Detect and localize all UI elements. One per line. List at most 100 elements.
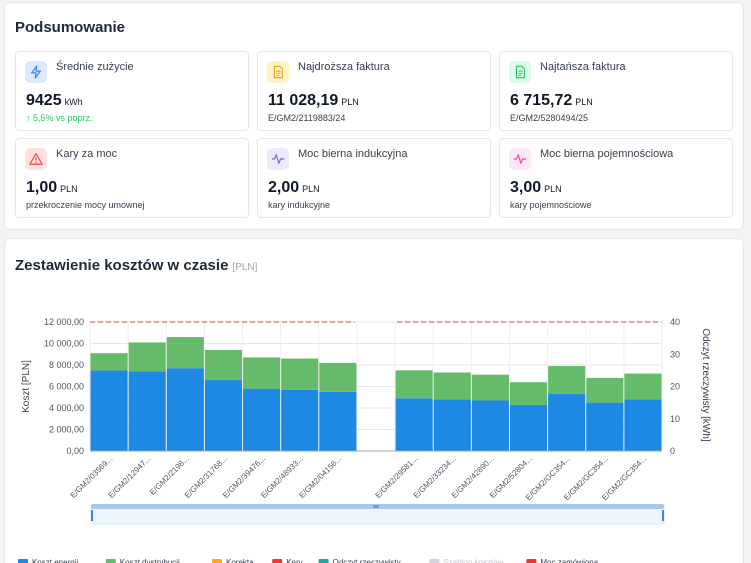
card-subtext: kary pojemnościowe [510,200,592,210]
card-value: 9425 kWh [26,92,83,110]
legend-swatch[interactable] [526,559,537,563]
bar-segment[interactable] [243,357,281,389]
card-label: Moc bierna pojemnościowa [540,148,674,160]
card-subtext: E/GM2/2119883/24 [268,113,346,123]
legend-swatch[interactable] [105,559,116,563]
bar-segment[interactable] [281,358,319,390]
legend-swatch[interactable] [18,559,28,563]
y-tick-label: 6 000,00 [49,382,84,392]
bar-segment[interactable] [509,404,548,451]
summary-title: Podsumowanie [15,19,126,36]
bar-segment[interactable] [319,362,357,392]
bar-segment[interactable] [586,402,624,451]
bar-segment[interactable] [471,400,509,451]
legend-item[interactable]: Koszt dystrybucji [120,558,180,563]
bar-segment[interactable] [128,342,166,372]
zoom-grip[interactable] [373,505,379,508]
summary-card: Średnie zużycie 9425 kWh ↑ 5,5% vs poprz. [15,51,249,131]
card-value: 11 028,19 PLN [268,92,359,110]
bar-segment[interactable] [433,399,471,451]
card-value-number: 1,00 [26,179,58,196]
legend-swatch[interactable] [212,559,222,563]
y-tick-label: 4 000,00 [49,403,84,413]
y2-tick-label: 30 [670,349,680,359]
card-value: 6 715,72 PLN [510,92,593,110]
bar-segment[interactable] [624,373,662,400]
card-label: Moc bierna indukcyjna [298,148,408,160]
bar-segment[interactable] [395,398,433,451]
summary-card: Najtańsza faktura 6 715,72 PLN E/GM2/5280… [499,51,733,131]
bar-segment[interactable] [166,368,204,451]
y2-tick-label: 20 [670,382,680,392]
document-icon [509,61,531,83]
y-tick-label: 2 000,00 [49,425,84,435]
card-unit: PLN [302,184,320,194]
bar-segment[interactable] [204,380,243,451]
card-unit: kWh [64,97,83,107]
bar-segment[interactable] [624,399,662,451]
card-subtext: ↑ 5,5% vs poprz. [26,113,93,123]
summary-card: Kary za moc 1,00 PLN przekroczenie mocy u… [15,138,249,218]
chart-title-text: Zestawienie kosztów w czasie [15,257,229,274]
zoom-handle-left[interactable] [91,510,93,521]
y-axis-title: Koszt [PLN] [21,360,32,413]
card-value-number: 2,00 [268,179,300,196]
card-label: Średnie zużycie [56,61,134,73]
bar-segment[interactable] [166,337,204,369]
legend-item[interactable]: Moc zamówiona [540,558,598,563]
card-value: 1,00 PLN [26,179,78,197]
bar-segment[interactable] [471,374,509,401]
bar-segment[interactable] [548,394,586,451]
bar-segment[interactable] [433,372,471,400]
card-label: Kary za moc [56,148,118,160]
bar-segment[interactable] [90,353,128,371]
bar-segment[interactable] [281,389,319,451]
card-subtext: przekroczenie mocy umownej [26,200,145,210]
card-value: 2,00 PLN [268,179,320,197]
card-value-number: 6 715,72 [510,92,573,109]
chart-unit-tag: [PLN] [232,262,258,273]
bar-segment[interactable] [204,349,243,381]
legend-item[interactable]: Koszt energii [32,558,78,563]
bar-segment[interactable] [509,382,548,405]
card-value-number: 11 028,19 [268,92,339,109]
bar-segment[interactable] [90,370,128,451]
x-tick-label: E/GM2/2198... [148,454,191,497]
summary-card: Moc bierna pojemnościowa 3,00 PLN kary po… [499,138,733,218]
card-label: Najtańsza faktura [540,61,626,73]
summary-card: Moc bierna indukcyjna 2,00 PLN kary induk… [257,138,491,218]
y2-tick-label: 10 [670,414,680,424]
bar-segment[interactable] [243,388,281,451]
card-unit: PLN [544,184,562,194]
bar-segment[interactable] [548,366,586,395]
card-subtext: E/GM2/5280494/25 [510,113,589,123]
legend-item[interactable]: Szablon kosztów [443,558,503,563]
legend-swatch[interactable] [429,559,440,563]
bar-segment[interactable] [128,371,166,451]
card-value-number: 3,00 [510,179,542,196]
legend-swatch[interactable] [272,559,283,563]
legend-swatch[interactable] [318,559,329,563]
y2-tick-label: 0 [670,446,675,456]
chart-title: Zestawienie kosztów w czasie [PLN] [15,257,257,274]
pulse-icon [509,148,531,170]
y-tick-label: 0,00 [66,446,84,456]
bar-segment[interactable] [319,391,357,451]
bar-segment[interactable] [395,370,433,399]
y2-tick-label: 40 [670,317,680,327]
zoom-handle-right[interactable] [662,510,664,521]
bar-segment[interactable] [586,377,624,403]
card-unit: PLN [575,97,593,107]
card-label: Najdroższa faktura [298,61,390,73]
summary-card: Najdroższa faktura 11 028,19 PLN E/GM2/21… [257,51,491,131]
y-tick-label: 10 000,00 [44,339,84,349]
legend-item[interactable]: Korekta [226,558,254,563]
legend-item[interactable]: Odczyt rzeczywisty [333,558,401,563]
lightning-icon [25,61,47,83]
warning-icon [25,148,47,170]
legend-item[interactable]: Kary [286,558,302,563]
y-tick-label: 8 000,00 [49,360,84,370]
y-tick-label: 12 000,00 [44,317,84,327]
card-value: 3,00 PLN [510,179,562,197]
